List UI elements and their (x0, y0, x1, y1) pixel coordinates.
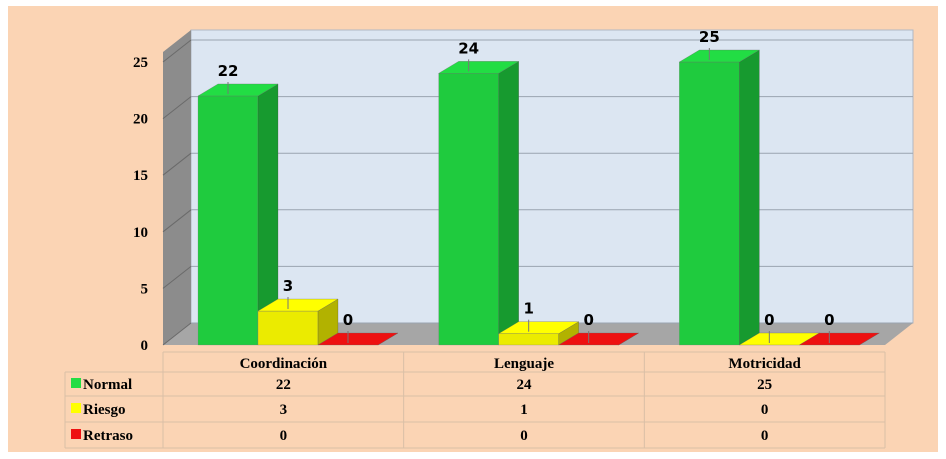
side-grid-line (162, 209, 192, 233)
bar (438, 73, 499, 346)
data-label: 1 (523, 300, 533, 318)
table-value: 0 (761, 428, 769, 444)
y-tick-label: 0 (141, 338, 149, 354)
bar-shade (498, 333, 559, 345)
y-tick-label: 10 (133, 225, 148, 241)
category-label: Motricidad (728, 356, 801, 372)
table-value: 0 (280, 428, 288, 444)
bar-side-shade (258, 83, 278, 346)
y-tick-label: 25 (133, 55, 148, 71)
bar-top (317, 332, 399, 346)
y-tick-label: 15 (133, 168, 148, 184)
data-label: 24 (458, 39, 479, 57)
bar-side-shade (558, 321, 579, 345)
side-grid-line (162, 322, 192, 346)
table-value: 0 (761, 402, 769, 418)
y-tick-label: 20 (133, 112, 148, 128)
data-label: 0 (343, 311, 353, 329)
legend-key (71, 429, 81, 439)
bar-top (438, 61, 520, 74)
table-value: 22 (276, 377, 291, 393)
bar-side-shade (739, 50, 760, 345)
table-value: 0 (520, 428, 528, 444)
data-label: 0 (824, 311, 834, 329)
table-value: 1 (520, 402, 528, 418)
legend-label: Riesgo (83, 402, 126, 418)
data-label: 0 (583, 311, 593, 329)
legend-key (71, 403, 81, 413)
bar-top (257, 298, 339, 312)
bar-top (678, 49, 760, 63)
table-value: 24 (517, 377, 533, 393)
bar-top (197, 83, 279, 97)
side-grid-line (162, 39, 192, 63)
data-label: 3 (283, 277, 293, 295)
bar (197, 95, 259, 346)
legend-key (71, 378, 81, 388)
bar-side-shade (318, 299, 338, 345)
data-label: 22 (218, 62, 239, 80)
legend-label: Normal (83, 377, 132, 393)
bar-top (498, 321, 580, 334)
bar-shade (258, 311, 318, 345)
category-label: Coordinación (240, 356, 328, 372)
legend-label: Retraso (83, 428, 133, 444)
side-grid-line (162, 266, 192, 289)
bar (679, 61, 740, 346)
side-grid-line (162, 152, 192, 176)
bar (257, 310, 319, 346)
category-label: Lenguaje (494, 356, 554, 372)
side-wall (163, 30, 191, 345)
y-tick-label: 5 (141, 281, 149, 297)
table-value: 25 (757, 377, 772, 393)
bar-top (558, 332, 640, 346)
data-label: 0 (764, 311, 774, 329)
data-label: 25 (699, 28, 720, 46)
table-value: 3 (280, 402, 288, 418)
back-wall (190, 29, 914, 324)
bar-side-shade (498, 61, 519, 345)
bar-top (798, 332, 880, 346)
bar-shade (198, 95, 258, 346)
bar-shade (438, 73, 499, 345)
bar-shade (679, 62, 740, 345)
side-grid-line (162, 96, 192, 119)
